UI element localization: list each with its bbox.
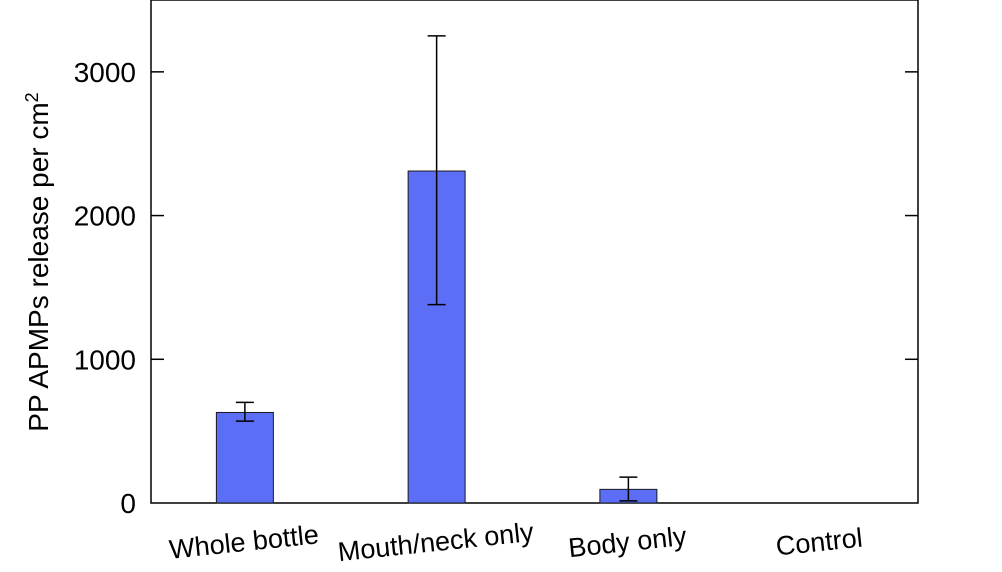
x-category-label-2: Body only	[567, 521, 689, 563]
error-bars	[235, 35, 638, 502]
y-tick-label-0: 0	[120, 488, 136, 519]
plot-frame	[150, 0, 919, 504]
x-category-label-0: Whole bottle	[168, 519, 320, 565]
bar-0	[215, 411, 274, 504]
y-tick-label-1: 1000	[74, 344, 136, 375]
x-category-label-1: Mouth/neck only	[336, 517, 535, 567]
y-tick-label-3: 3000	[74, 57, 136, 88]
y-axis-title-superscript: 2	[22, 92, 42, 102]
plot-frame-group	[150, 0, 919, 504]
y-axis-title-text: PP APMPs release per cm	[23, 102, 54, 431]
y-axis-title: PP APMPs release per cm2	[22, 92, 54, 431]
x-axis-labels: Whole bottle Mouth/neck only Body only Cont…	[168, 517, 864, 567]
x-category-label-3: Control	[774, 523, 864, 562]
y-tick-label-2: 2000	[74, 201, 136, 232]
y-axis-ticks: 0 1000 2000 3000	[74, 57, 918, 519]
